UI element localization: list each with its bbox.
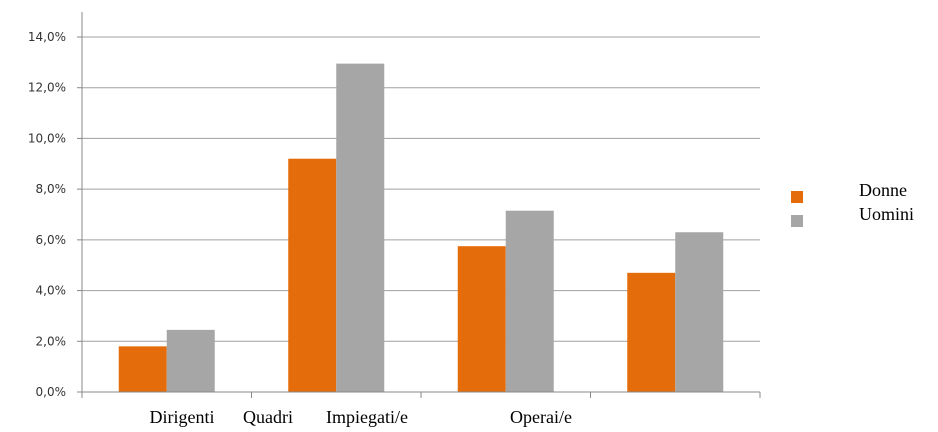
legend-swatch: [791, 191, 803, 203]
y-tick-label: 10,0%: [28, 131, 66, 145]
bar-uomini: [675, 232, 724, 392]
y-tick-label: 12,0%: [28, 81, 66, 95]
bars: [118, 63, 724, 392]
y-tick-label: 2,0%: [36, 334, 67, 348]
y-tick-label: 8,0%: [36, 182, 67, 196]
bar-uomini: [166, 329, 215, 392]
legend-swatch: [791, 215, 803, 227]
category-label: Impiegati/e: [326, 407, 408, 427]
bar-uomini: [336, 63, 385, 392]
bar-donne: [457, 246, 506, 392]
category-label: Dirigenti: [150, 407, 215, 427]
bar-donne: [288, 158, 337, 392]
legend: Donne Uomini: [791, 180, 914, 227]
y-tick-label: 4,0%: [36, 284, 67, 298]
bar-uomini: [505, 210, 554, 392]
bar-donne: [627, 272, 676, 392]
y-tick-label: 14,0%: [28, 30, 66, 44]
bar-donne: [118, 346, 167, 392]
category-labels: Dirigenti Quadri Impiegati/e Operai/e: [150, 407, 572, 427]
y-tick-label: 6,0%: [36, 233, 67, 247]
legend-label: Donne: [859, 180, 907, 200]
y-tick-label: 0,0%: [36, 385, 67, 399]
legend-label: Uomini: [859, 204, 914, 224]
y-tick-labels: 0,0% 2,0% 4,0% 6,0% 8,0% 10,0% 12,0% 14,0%: [28, 30, 66, 399]
category-label: Quadri: [243, 407, 293, 427]
axes: [81, 12, 760, 393]
category-label: Operai/e: [510, 407, 572, 427]
